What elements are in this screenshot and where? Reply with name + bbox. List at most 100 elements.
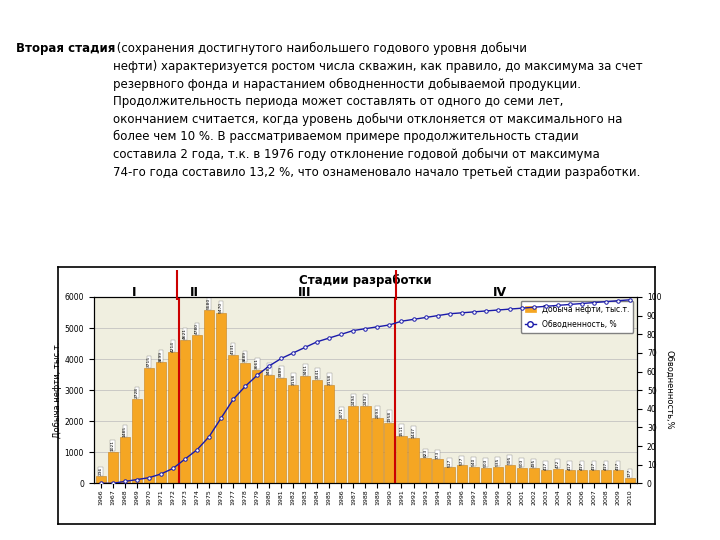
- Text: Стадии разработки нефтяных месторождений: Стадии разработки нефтяных месторождений: [96, 8, 624, 28]
- Text: I: I: [132, 286, 136, 299]
- Text: 517: 517: [448, 458, 451, 467]
- Bar: [480, 468, 491, 483]
- Bar: [541, 470, 551, 483]
- Bar: [108, 451, 118, 483]
- Bar: [276, 378, 287, 483]
- Bar: [300, 376, 310, 483]
- Bar: [444, 467, 455, 483]
- Text: 5580: 5580: [207, 298, 211, 309]
- Text: 3461: 3461: [303, 364, 307, 375]
- Text: (сохранения достигнутого наибольшего годового уровня добычи
нефти) характеризует: (сохранения достигнутого наибольшего год…: [113, 42, 643, 179]
- Bar: [240, 362, 251, 483]
- Text: 3158: 3158: [328, 374, 331, 384]
- Text: 417: 417: [604, 462, 608, 470]
- Text: 236: 236: [99, 467, 103, 475]
- Text: 5470: 5470: [219, 302, 223, 313]
- Text: 417: 417: [544, 462, 548, 470]
- Bar: [324, 385, 334, 483]
- Text: 472: 472: [556, 460, 560, 468]
- Y-axis label: Добыча нефти, тыс.т.: Добыча нефти, тыс.т.: [53, 342, 62, 438]
- Bar: [132, 399, 142, 483]
- Bar: [168, 353, 178, 483]
- Bar: [600, 470, 611, 483]
- Bar: [384, 422, 395, 483]
- Text: 417: 417: [616, 462, 620, 470]
- Legend: Добыча нефти, тыс.т., Обводненность, %: Добыча нефти, тыс.т., Обводненность, %: [521, 301, 634, 333]
- Text: 535: 535: [495, 457, 500, 466]
- Bar: [216, 313, 226, 483]
- Text: 503: 503: [484, 458, 487, 467]
- Bar: [505, 465, 515, 483]
- Bar: [144, 368, 154, 483]
- Bar: [120, 437, 130, 483]
- Text: 417: 417: [568, 462, 572, 470]
- Bar: [312, 380, 323, 483]
- Y-axis label: Обводненность,%: Обводненность,%: [664, 350, 673, 430]
- Text: 503: 503: [520, 458, 523, 467]
- Text: 2728: 2728: [135, 387, 139, 398]
- Text: 3341: 3341: [315, 368, 319, 379]
- Text: 595: 595: [508, 456, 512, 464]
- Text: 3899: 3899: [159, 350, 163, 362]
- Bar: [625, 478, 635, 483]
- Text: 540: 540: [472, 457, 476, 466]
- Bar: [348, 406, 359, 483]
- Text: II: II: [190, 286, 199, 299]
- Text: 4131: 4131: [231, 343, 235, 354]
- Bar: [528, 468, 539, 483]
- Text: 3889: 3889: [243, 351, 247, 362]
- Text: 417: 417: [592, 462, 596, 470]
- Text: 823: 823: [423, 449, 428, 457]
- Bar: [420, 458, 431, 483]
- Bar: [517, 468, 527, 483]
- Text: 3715: 3715: [147, 356, 151, 367]
- Text: 3158: 3158: [292, 374, 295, 384]
- Text: 1447: 1447: [412, 427, 415, 438]
- Bar: [433, 460, 443, 483]
- Text: 177: 177: [628, 469, 632, 477]
- Bar: [264, 375, 274, 483]
- Bar: [192, 335, 202, 483]
- Bar: [492, 467, 503, 483]
- Text: 4780: 4780: [195, 323, 199, 334]
- Text: 577: 577: [459, 456, 464, 465]
- Text: 1511: 1511: [400, 424, 403, 436]
- Text: 3481: 3481: [267, 363, 271, 375]
- Text: 417: 417: [580, 462, 584, 470]
- Bar: [613, 470, 623, 483]
- Bar: [204, 310, 214, 483]
- Bar: [553, 469, 563, 483]
- Bar: [589, 470, 599, 483]
- Bar: [456, 465, 467, 483]
- Text: 4214: 4214: [171, 341, 175, 352]
- Text: 3661: 3661: [255, 358, 259, 369]
- Bar: [288, 385, 298, 483]
- Bar: [372, 418, 382, 483]
- Bar: [156, 362, 166, 483]
- Bar: [564, 470, 575, 483]
- Text: 2071: 2071: [339, 407, 343, 419]
- Text: Вторая стадия: Вторая стадия: [16, 42, 115, 55]
- Text: 773: 773: [436, 450, 439, 458]
- Bar: [180, 340, 190, 483]
- Text: 495: 495: [532, 459, 536, 467]
- Text: 1485: 1485: [123, 426, 127, 436]
- Text: 1958: 1958: [387, 411, 392, 422]
- Bar: [360, 406, 371, 483]
- Text: 2492: 2492: [364, 394, 367, 406]
- Text: III: III: [298, 286, 311, 299]
- Bar: [408, 438, 418, 483]
- Bar: [252, 369, 262, 483]
- Text: 1021: 1021: [111, 440, 115, 451]
- Bar: [577, 470, 587, 483]
- Text: IV: IV: [492, 286, 506, 299]
- Text: 4621: 4621: [183, 328, 187, 339]
- Bar: [397, 436, 407, 483]
- Text: 2494: 2494: [351, 394, 356, 405]
- Bar: [469, 467, 479, 483]
- Bar: [336, 419, 346, 483]
- Text: 3389: 3389: [279, 367, 283, 377]
- Text: Стадии разработки: Стадии разработки: [299, 274, 432, 287]
- Text: 2093: 2093: [375, 407, 379, 418]
- Bar: [96, 476, 106, 483]
